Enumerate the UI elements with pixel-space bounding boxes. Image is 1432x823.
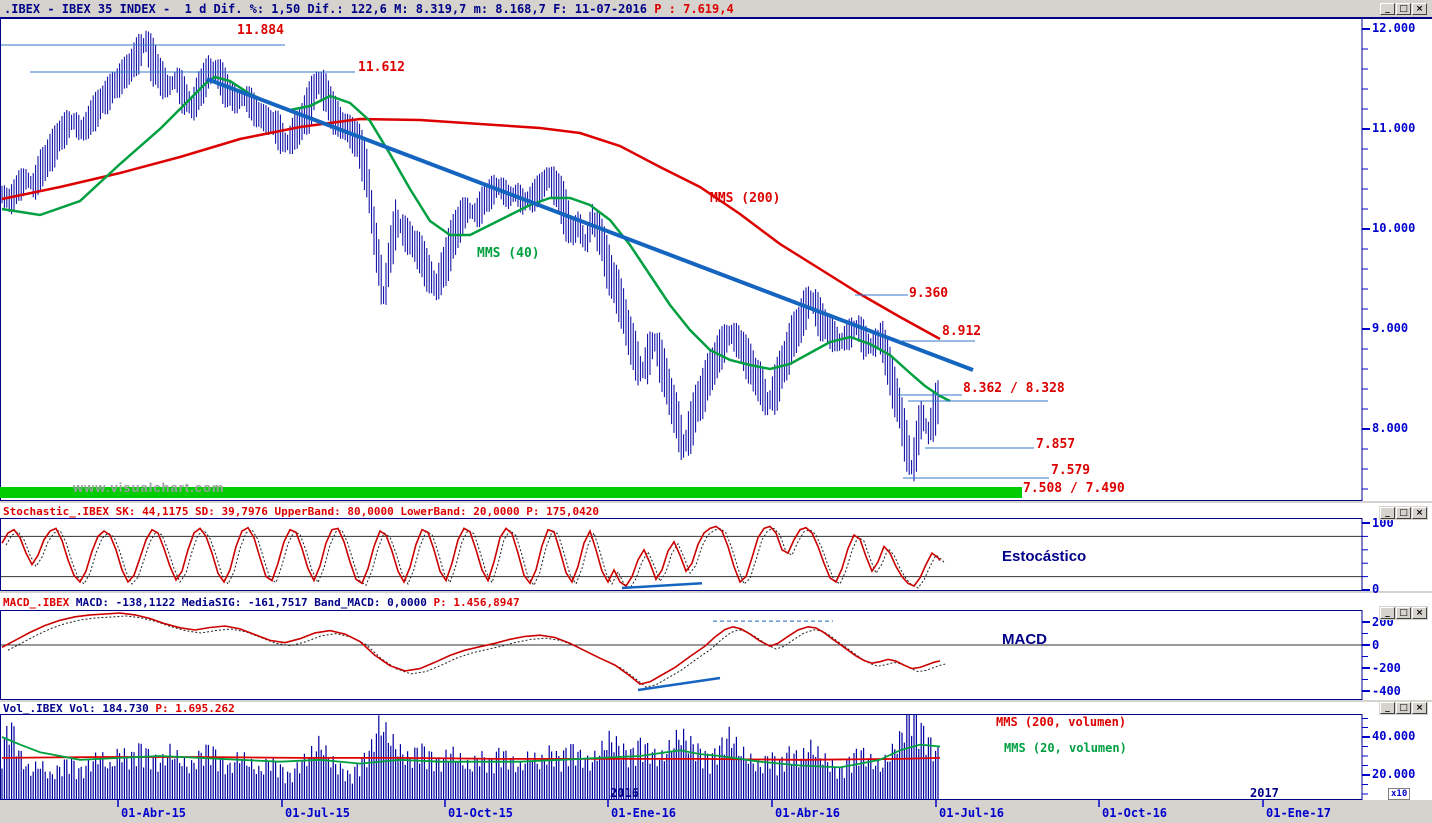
price-level-label-11884: 11.884 xyxy=(237,23,284,38)
stochastic-values: SK: 44,1175 SD: 39,7976 UpperBand: 80,00… xyxy=(108,505,520,518)
x-axis-label: 01-Jul-16 xyxy=(939,806,1005,820)
title-last-price: P : 7.619,4 xyxy=(654,2,734,16)
year-marker-2016: 2016 xyxy=(610,786,639,800)
vol-mms-20-label: MMS (20, volumen) xyxy=(1004,741,1127,755)
maximize-button[interactable]: □ xyxy=(1396,702,1411,714)
y-axis-label: 40.000 xyxy=(1372,729,1416,743)
main-window-controls: _ □ × xyxy=(1379,2,1428,16)
price-level-label-8362-8328: 8.362 / 8.328 xyxy=(963,381,1065,396)
y-axis-label: 9.000 xyxy=(1372,321,1409,335)
price-level-label-8912: 8.912 xyxy=(942,324,982,339)
minimize-button[interactable]: _ xyxy=(1380,507,1395,519)
volume-multiplier-badge: x10 xyxy=(1388,788,1411,800)
mms-200-label: MMS (200) xyxy=(710,191,781,206)
price-level-label-7508-7490: 7.508 / 7.490 xyxy=(1023,481,1125,496)
macd-header: MACD_.IBEX MACD: -138,1122 MediaSIG: -16… xyxy=(3,596,520,609)
watermark-text: www.visualchart.com xyxy=(73,480,225,495)
y-axis-label: 10.000 xyxy=(1372,221,1416,235)
maximize-button[interactable]: □ xyxy=(1396,607,1411,619)
title-instrument-info: .IBEX - IBEX 35 INDEX - 1 d Dif. %: 1,50… xyxy=(4,2,655,16)
macd-values: MACD: -138,1122 MediaSIG: -161,7517 Band… xyxy=(69,596,427,609)
minimize-button[interactable]: _ xyxy=(1380,3,1395,15)
stochastic-p-value: P: 175,0420 xyxy=(519,505,600,518)
y-axis-label: 8.000 xyxy=(1372,421,1409,435)
x-axis-label: 01-Ene-16 xyxy=(611,806,677,820)
price-level-label-7857: 7.857 xyxy=(1036,437,1076,452)
close-button[interactable]: × xyxy=(1412,607,1427,619)
stochastic-indicator-name: Stochastic_.IBEX xyxy=(3,505,109,518)
close-button[interactable]: × xyxy=(1412,3,1427,15)
maximize-button[interactable]: □ xyxy=(1396,3,1411,15)
x-axis-label: 01-Ene-17 xyxy=(1266,806,1332,820)
stochastic-panel-label: Estocástico xyxy=(1002,548,1087,565)
x-axis-label: 01-Abr-16 xyxy=(775,806,841,820)
maximize-button[interactable]: □ xyxy=(1396,507,1411,519)
volume-header: Vol_.IBEX Vol: 184.730 P: 1.695.262 xyxy=(3,702,235,715)
x-axis-label: 01-Jul-15 xyxy=(285,806,351,820)
stochastic-header: Stochastic_.IBEX SK: 44,1175 SD: 39,7976… xyxy=(3,505,599,518)
x-axis-label: 01-Oct-16 xyxy=(1102,806,1168,820)
minimize-button[interactable]: _ xyxy=(1380,607,1395,619)
x-axis-label: 01-Oct-15 xyxy=(448,806,514,820)
y-axis-label: -400 xyxy=(1372,684,1401,698)
macd-indicator-name: MACD_.IBEX xyxy=(3,596,70,609)
y-axis-label: 11.000 xyxy=(1372,121,1416,135)
y-axis-label: 0 xyxy=(1372,638,1380,652)
macd-window-controls: _ □ × xyxy=(1379,606,1428,620)
window-title: .IBEX - IBEX 35 INDEX - 1 d Dif. %: 1,50… xyxy=(4,2,734,16)
minimize-button[interactable]: _ xyxy=(1380,702,1395,714)
mms-40-label: MMS (40) xyxy=(477,246,540,261)
price-level-label-9360: 9.360 xyxy=(909,286,949,301)
volume-window-controls: _ □ × xyxy=(1379,701,1428,715)
macd-p-value: P: 1.456,8947 xyxy=(426,596,520,609)
y-axis-label: 0 xyxy=(1372,582,1380,596)
volume-values: Vol_.IBEX Vol: 184.730 xyxy=(3,702,149,715)
price-level-label-7579: 7.579 xyxy=(1051,463,1091,478)
macd-panel-label: MACD xyxy=(1002,631,1047,648)
close-button[interactable]: × xyxy=(1412,702,1427,714)
price-level-label-11612: 11.612 xyxy=(358,60,405,75)
y-axis-label: 20.000 xyxy=(1372,767,1416,781)
y-axis-label: -200 xyxy=(1372,661,1401,675)
vol-mms-200-label: MMS (200, volumen) xyxy=(996,715,1127,729)
stochastic-window-controls: _ □ × xyxy=(1379,506,1428,520)
volume-p-value: P: 1.695.262 xyxy=(148,702,235,715)
x-axis-label: 01-Abr-15 xyxy=(121,806,187,820)
watermark-bar xyxy=(0,487,1022,498)
y-axis-label: 12.000 xyxy=(1372,21,1416,35)
close-button[interactable]: × xyxy=(1412,507,1427,519)
year-marker-2017: 2017 xyxy=(1250,786,1279,800)
